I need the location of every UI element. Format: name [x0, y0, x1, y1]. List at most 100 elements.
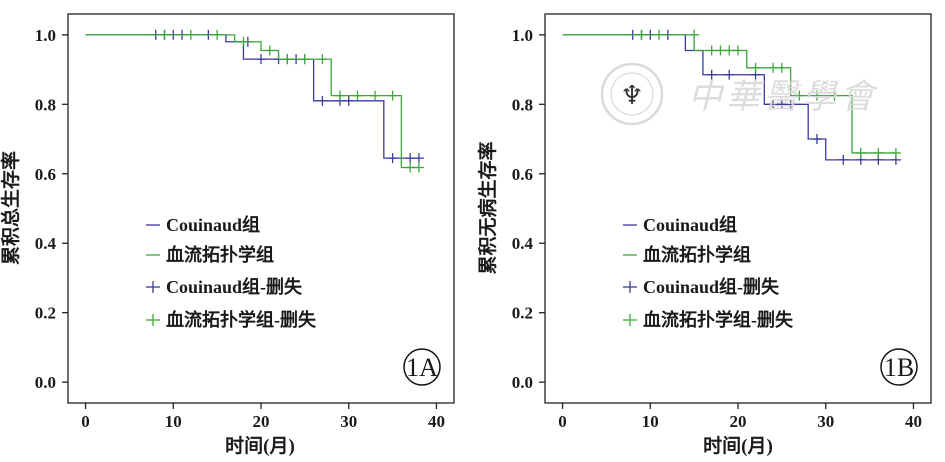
legend-censor-marker-couinaud: [623, 281, 637, 293]
censor-mark-1: [636, 29, 647, 40]
censor-mark-1: [238, 36, 249, 47]
y-axis-title-b: 累积无病生存率: [476, 141, 499, 274]
y-tick-label: 0.4: [512, 234, 534, 253]
censor-mark-1: [317, 54, 328, 65]
x-tick-label: 0: [558, 412, 567, 431]
censor-mark-0: [413, 153, 424, 164]
y-tick-label: 1.0: [35, 26, 56, 45]
censor-mark-0: [387, 153, 398, 164]
censor-mark-0: [256, 54, 266, 65]
censor-mark-1: [829, 90, 840, 101]
y-tick-label: 0.2: [35, 304, 56, 323]
censor-mark-1: [334, 90, 345, 101]
legend-censor-marker-couinaud: [146, 281, 160, 293]
censor-mark-1: [405, 162, 416, 173]
legend-censor-marker-topology: [146, 314, 160, 326]
censor-mark-1: [776, 62, 787, 73]
censor-mark-1: [750, 62, 761, 73]
km-series-line-0: [85, 34, 419, 159]
censor-mark-1: [370, 90, 381, 101]
censor-mark-1: [873, 147, 884, 158]
legend-label-couinaud: Couinaud组: [166, 214, 260, 235]
x-axis-title-b: 时间(月): [703, 435, 773, 457]
legend-label-topology-censored: 血流拓扑学组-删失: [643, 309, 794, 330]
km-series-line-0: [562, 34, 896, 161]
y-tick-label: 0.4: [35, 234, 57, 253]
censor-mark-1: [890, 147, 901, 158]
x-tick-label: 40: [905, 412, 922, 431]
y-axis-title-a: 累积总生存率: [0, 151, 22, 265]
plot-frame: [67, 13, 455, 404]
x-tick-label: 30: [817, 412, 834, 431]
legend-label-topology: 血流拓扑学组: [166, 244, 274, 265]
y-tick-label: 0.6: [512, 165, 533, 184]
y-tick-label: 0.8: [35, 95, 56, 114]
censor-mark-1: [159, 29, 170, 40]
legend: Couinaud组 血流拓扑学组 Couinaud组-删失 血流拓扑学组-删失: [623, 214, 794, 330]
x-tick-label: 10: [165, 412, 182, 431]
legend-label-topology: 血流拓扑学组: [643, 244, 751, 265]
y-tick-label: 0.2: [512, 304, 533, 323]
censor-mark-1: [794, 90, 805, 101]
censor-mark-0: [811, 134, 822, 145]
censor-mark-0: [405, 153, 416, 164]
censor-mark-1: [264, 45, 275, 56]
legend: Couinaud组 血流拓扑学组 Couinaud组-删失 血流拓扑学组-删失: [146, 214, 317, 330]
x-tick-label: 30: [340, 412, 357, 431]
censor-mark-1: [724, 45, 735, 56]
legend-label-couinaud-censored: Couinaud组-删失: [166, 276, 303, 297]
y-tick-label: 0.0: [35, 373, 56, 392]
x-tick-label: 40: [428, 412, 445, 431]
x-tick-label: 20: [730, 412, 747, 431]
km-curves: [562, 29, 901, 165]
censor-mark-1: [299, 54, 310, 65]
censor-mark-0: [343, 95, 354, 106]
panel-label-text: 1B: [884, 353, 914, 382]
x-axis-title-a: 时间(月): [225, 435, 295, 457]
censor-mark-0: [768, 99, 779, 110]
panel-label-text: 1A: [406, 353, 438, 382]
y-tick-label: 0.6: [35, 165, 56, 184]
censor-mark-1: [715, 45, 726, 56]
censor-mark-1: [689, 29, 700, 40]
censor-mark-1: [387, 90, 398, 101]
censor-mark-0: [317, 95, 328, 106]
censor-mark-1: [282, 54, 293, 65]
panel-1a: 0 10 20 30 40 0.0 0.2 0.4 0.6 0.8 1.0 Couinaud组 血流…: [35, 13, 455, 431]
watermark-seal-glyph: ♆: [620, 81, 643, 110]
km-series-line-1: [85, 34, 419, 169]
legend-label-couinaud-censored: Couinaud组-删失: [643, 276, 780, 297]
x-tick-label: 20: [253, 412, 270, 431]
censor-mark-0: [724, 69, 735, 80]
x-tick-label: 10: [642, 412, 659, 431]
censor-mark-1: [855, 147, 866, 158]
watermark-seal-inner-icon: [610, 72, 654, 116]
censor-mark-1: [768, 62, 779, 73]
y-tick-label: 1.0: [512, 26, 533, 45]
panel-label: 1B: [880, 348, 918, 386]
censor-mark-0: [776, 99, 787, 110]
y-tick-label: 0.8: [512, 95, 533, 114]
watermark-seal-icon: [600, 62, 664, 126]
plot-frame: [544, 13, 932, 404]
panel-label: 1A: [403, 348, 441, 386]
x-tick-label: 0: [81, 412, 90, 431]
censor-mark-1: [185, 29, 196, 40]
censor-mark-0: [838, 154, 849, 165]
km-curves: [85, 29, 424, 173]
axis-ticks: 0 10 20 30 40 0.0 0.2 0.4 0.6 0.8 1.0: [35, 26, 445, 431]
censor-mark-1: [654, 29, 665, 40]
censor-mark-1: [212, 29, 223, 40]
legend-label-topology-censored: 血流拓扑学组-删失: [166, 309, 317, 330]
legend-label-couinaud: Couinaud组: [643, 214, 737, 235]
censor-mark-1: [733, 45, 743, 56]
y-tick-label: 0.0: [512, 373, 533, 392]
watermark-text: 中華醫學會: [688, 79, 879, 116]
censor-mark-1: [413, 162, 424, 173]
censor-mark-1: [706, 45, 717, 56]
censor-mark-1: [811, 90, 822, 101]
censor-mark-1: [352, 90, 363, 101]
watermark: ♆ 中華醫學會: [600, 62, 879, 126]
censor-mark-0: [706, 69, 717, 80]
